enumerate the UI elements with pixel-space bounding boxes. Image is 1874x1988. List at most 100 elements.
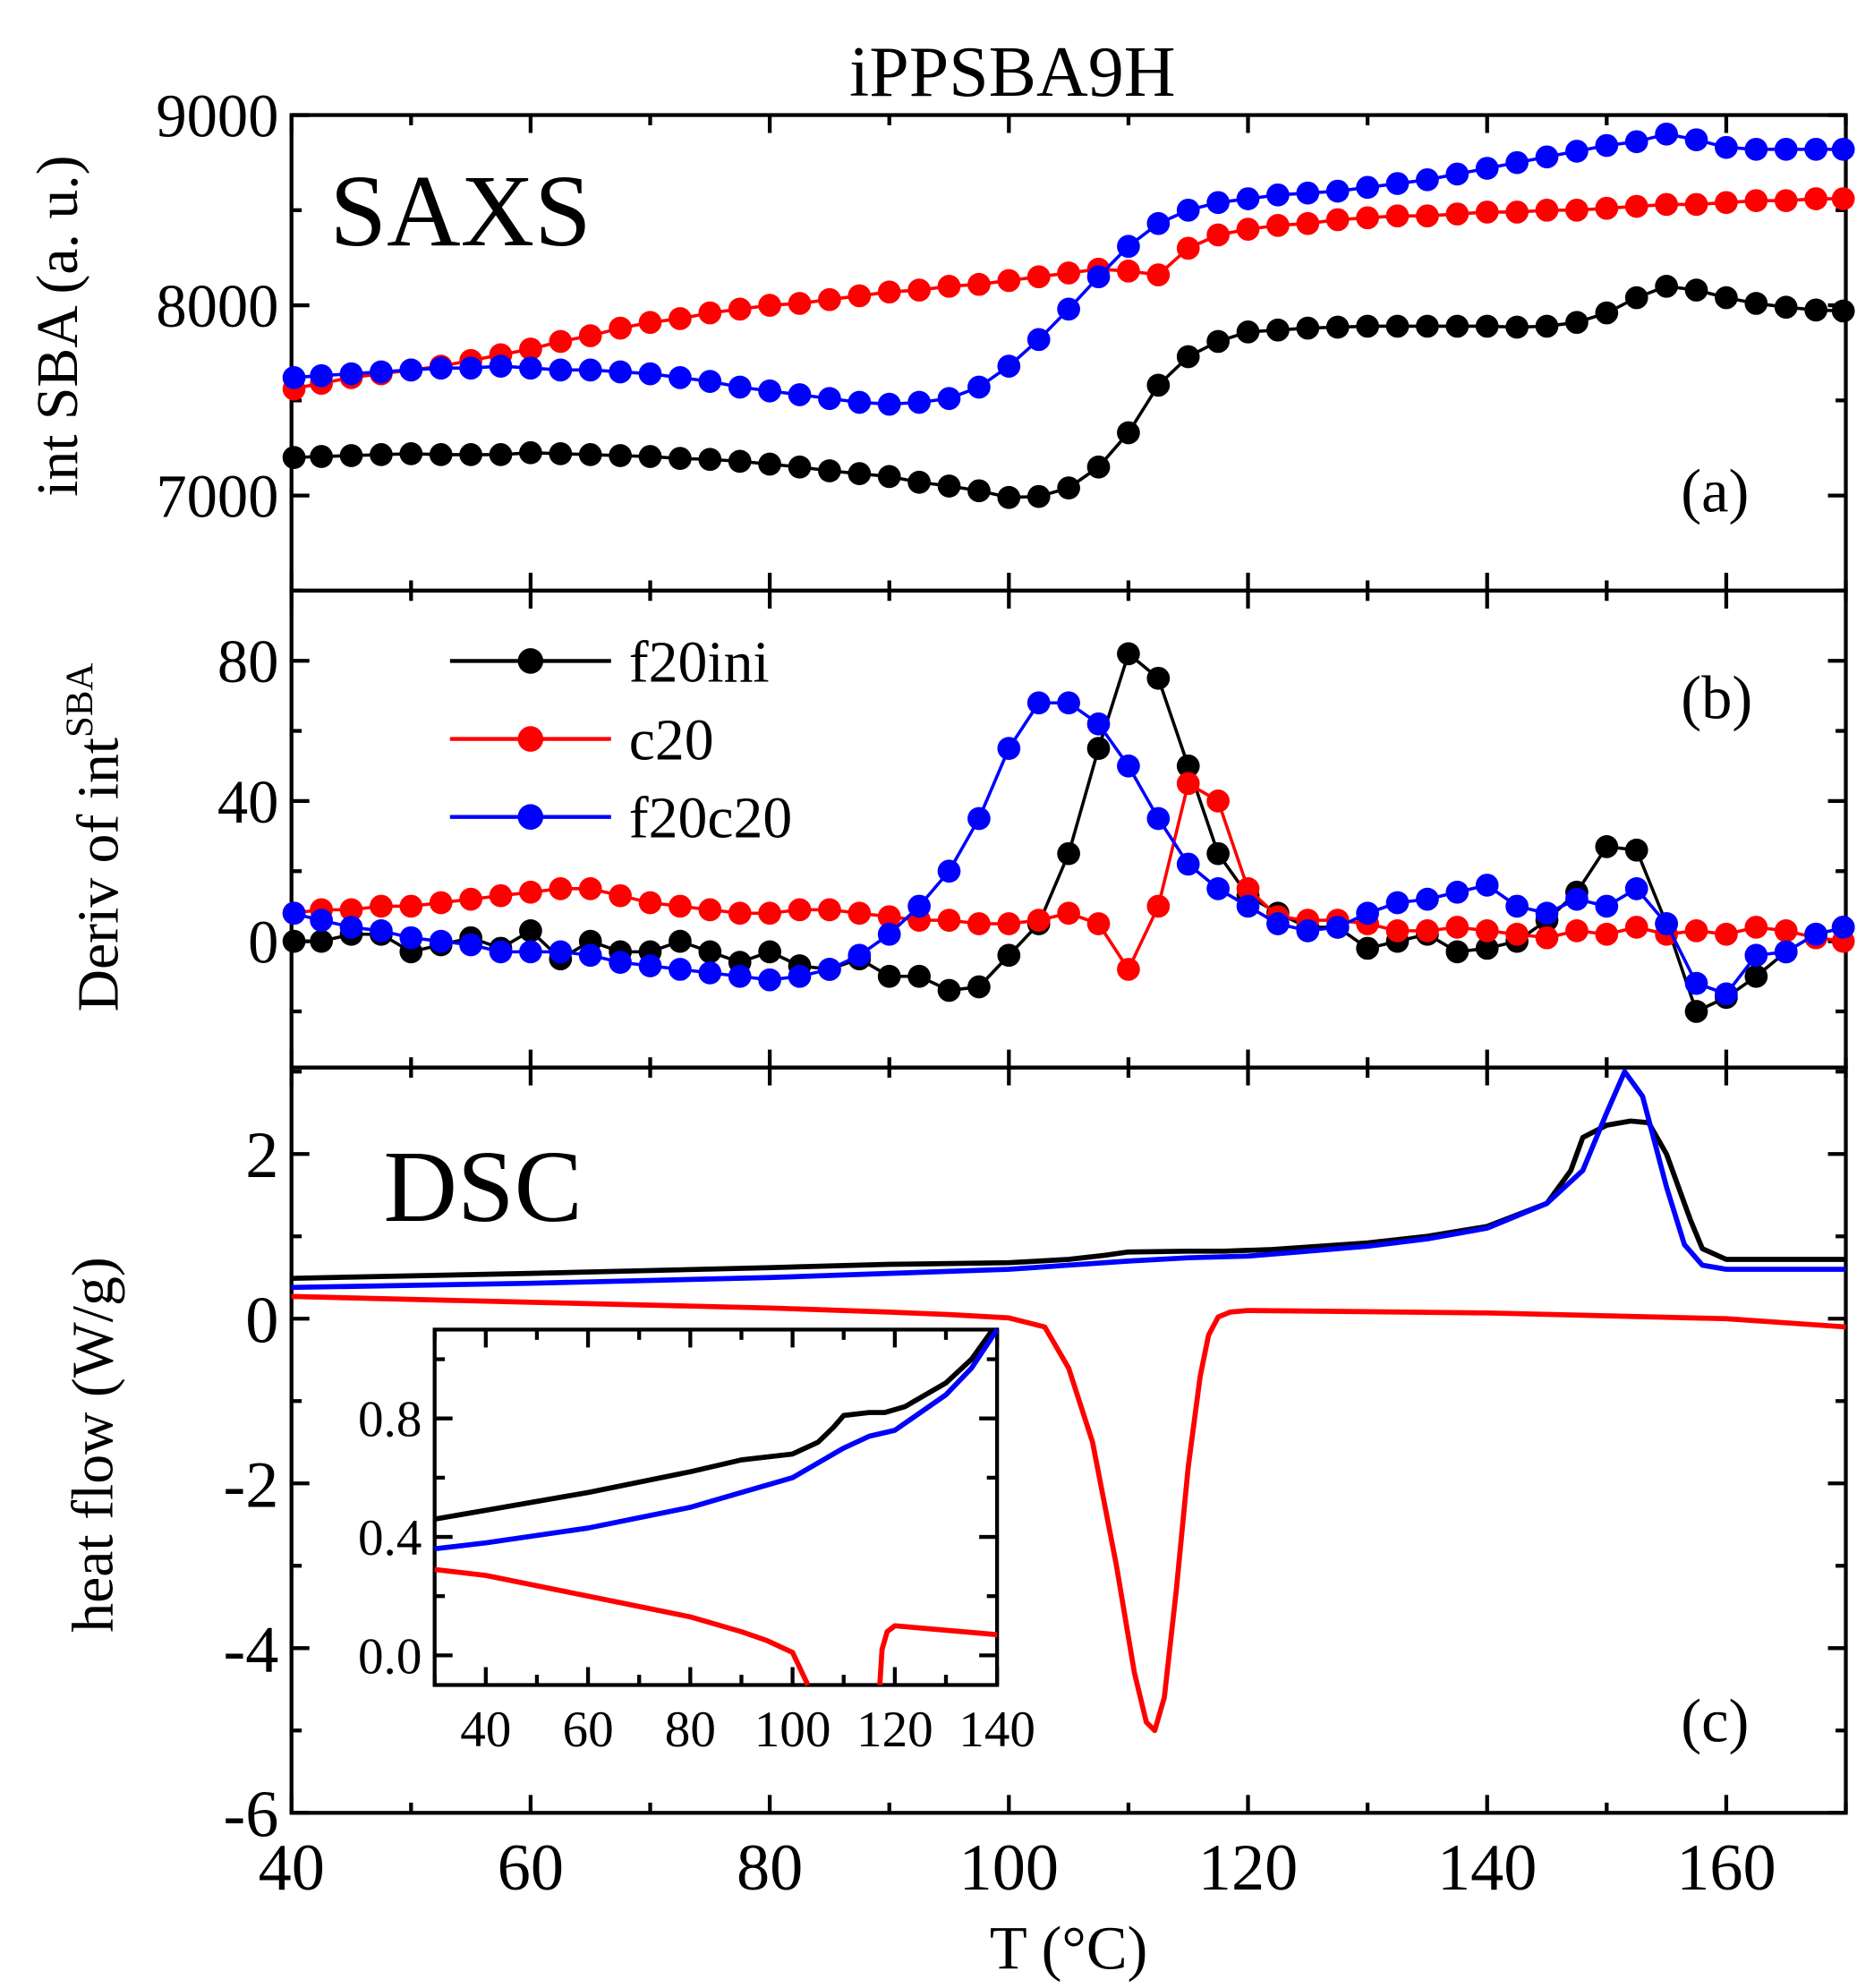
data-point-c20 bbox=[1146, 263, 1171, 286]
data-point-f20c20 bbox=[1535, 145, 1559, 169]
data-point-f20ini bbox=[1445, 940, 1469, 964]
data-point-c20 bbox=[788, 292, 812, 315]
y-axis-label-b-sup: SBA bbox=[59, 663, 101, 738]
data-point-f20c20 bbox=[877, 392, 901, 416]
x-tick-label-inset: 80 bbox=[665, 1702, 716, 1758]
data-point-c20 bbox=[877, 280, 901, 304]
data-point-f20ini bbox=[1475, 936, 1499, 960]
data-point-f20ini bbox=[1684, 1000, 1708, 1023]
data-point-c20 bbox=[1744, 916, 1768, 939]
data-point-f20c20 bbox=[1624, 130, 1648, 154]
y-tick-label-a: 9000 bbox=[156, 82, 278, 150]
data-point-f20c20 bbox=[818, 387, 841, 411]
data-point-f20c20 bbox=[1296, 181, 1320, 205]
data-point-f20c20 bbox=[1325, 916, 1350, 939]
data-point-f20c20 bbox=[1595, 894, 1619, 918]
x-tick-label-inset: 140 bbox=[958, 1702, 1035, 1758]
data-point-f20ini bbox=[1475, 314, 1499, 338]
data-point-c20 bbox=[1715, 191, 1738, 215]
data-point-c20 bbox=[848, 284, 872, 308]
data-point-c20 bbox=[1385, 918, 1410, 943]
data-point-f20ini bbox=[1086, 737, 1111, 761]
data-point-f20c20 bbox=[399, 358, 423, 382]
legend-marker-c20 bbox=[517, 726, 544, 752]
data-point-f20c20 bbox=[728, 375, 752, 399]
y-tick-label-c: -4 bbox=[224, 1613, 279, 1686]
data-point-c20 bbox=[549, 876, 573, 900]
data-point-c20 bbox=[370, 894, 393, 918]
data-point-f20ini bbox=[1296, 316, 1320, 340]
data-point-f20c20 bbox=[1565, 887, 1589, 911]
data-point-f20ini bbox=[282, 929, 306, 953]
data-point-c20 bbox=[1624, 194, 1648, 218]
data-point-f20ini bbox=[1831, 299, 1855, 323]
data-point-f20c20 bbox=[1086, 265, 1111, 289]
y-tick-label-c: -2 bbox=[224, 1448, 279, 1522]
plots: 7000 8000 9000 0 40 80 f20ini c20 f20c20 40 60 80 10… bbox=[156, 82, 1855, 1905]
data-point-c20 bbox=[638, 891, 662, 915]
y-tick-label-inset: 0.4 bbox=[358, 1510, 422, 1566]
inset-curve-c20 bbox=[434, 1566, 811, 1686]
data-point-f20c20 bbox=[339, 916, 363, 939]
y-tick-label-c: -6 bbox=[224, 1778, 279, 1851]
data-point-f20c20 bbox=[519, 356, 542, 380]
data-point-c20 bbox=[818, 898, 841, 922]
data-point-c20 bbox=[638, 311, 662, 335]
data-point-c20 bbox=[1505, 201, 1529, 224]
data-point-f20c20 bbox=[609, 360, 632, 384]
data-point-f20c20 bbox=[1206, 191, 1230, 215]
data-point-f20c20 bbox=[1385, 891, 1410, 915]
data-point-c20 bbox=[1684, 192, 1708, 217]
data-point-c20 bbox=[1026, 909, 1051, 932]
data-point-c20 bbox=[399, 894, 423, 918]
data-point-f20ini bbox=[1565, 311, 1589, 335]
data-point-c20 bbox=[489, 883, 513, 908]
data-point-f20ini bbox=[549, 441, 573, 465]
data-point-f20ini bbox=[1595, 834, 1619, 858]
inset-curve-f20ini bbox=[434, 1327, 995, 1523]
y-axis-label-c: heat flow (W/g) bbox=[61, 1257, 126, 1633]
data-point-c20 bbox=[788, 898, 812, 922]
plot-frame-inset bbox=[432, 1327, 1000, 1687]
x-tick-label-c: 140 bbox=[1437, 1831, 1537, 1905]
data-point-f20ini bbox=[1206, 329, 1230, 354]
data-point-f20ini bbox=[997, 485, 1021, 509]
data-point-c20 bbox=[1146, 894, 1171, 918]
data-point-f20c20 bbox=[1475, 874, 1499, 897]
data-point-f20c20 bbox=[1416, 887, 1439, 911]
y-tick-label-inset: 0.8 bbox=[358, 1392, 422, 1448]
data-point-c20 bbox=[519, 880, 542, 904]
data-point-f20c20 bbox=[1684, 971, 1708, 995]
data-point-c20 bbox=[1774, 189, 1798, 213]
data-point-f20ini bbox=[1535, 314, 1559, 338]
data-point-f20ini bbox=[1206, 841, 1230, 866]
data-point-f20c20 bbox=[1176, 198, 1200, 222]
dsc-annotation: DSC bbox=[384, 1130, 583, 1243]
data-point-f20c20 bbox=[1655, 912, 1678, 935]
data-point-c20 bbox=[459, 887, 482, 911]
data-point-f20ini bbox=[1146, 373, 1171, 397]
data-point-c20 bbox=[1086, 912, 1111, 935]
data-point-f20ini bbox=[1057, 841, 1080, 866]
data-point-f20c20 bbox=[370, 918, 393, 943]
data-point-f20ini bbox=[728, 449, 752, 474]
data-point-f20c20 bbox=[1445, 880, 1469, 904]
data-point-f20ini bbox=[1385, 314, 1410, 338]
data-point-f20c20 bbox=[1535, 901, 1559, 926]
data-point-f20c20 bbox=[1715, 982, 1738, 1006]
data-point-f20ini bbox=[669, 929, 692, 953]
data-point-f20ini bbox=[1176, 754, 1200, 778]
data-point-c20 bbox=[1416, 918, 1439, 943]
data-point-f20c20 bbox=[1804, 137, 1827, 161]
data-point-f20c20 bbox=[907, 390, 931, 414]
data-point-f20c20 bbox=[1026, 328, 1051, 352]
data-point-f20c20 bbox=[1057, 297, 1080, 321]
data-point-f20c20 bbox=[1831, 137, 1855, 161]
data-point-f20c20 bbox=[1266, 183, 1290, 207]
data-point-f20ini bbox=[937, 978, 961, 1003]
legend: f20ini c20 f20c20 bbox=[449, 629, 792, 851]
data-point-c20 bbox=[907, 278, 931, 302]
data-point-c20 bbox=[1804, 187, 1827, 210]
data-point-c20 bbox=[1684, 918, 1708, 943]
data-point-f20ini bbox=[758, 452, 781, 476]
